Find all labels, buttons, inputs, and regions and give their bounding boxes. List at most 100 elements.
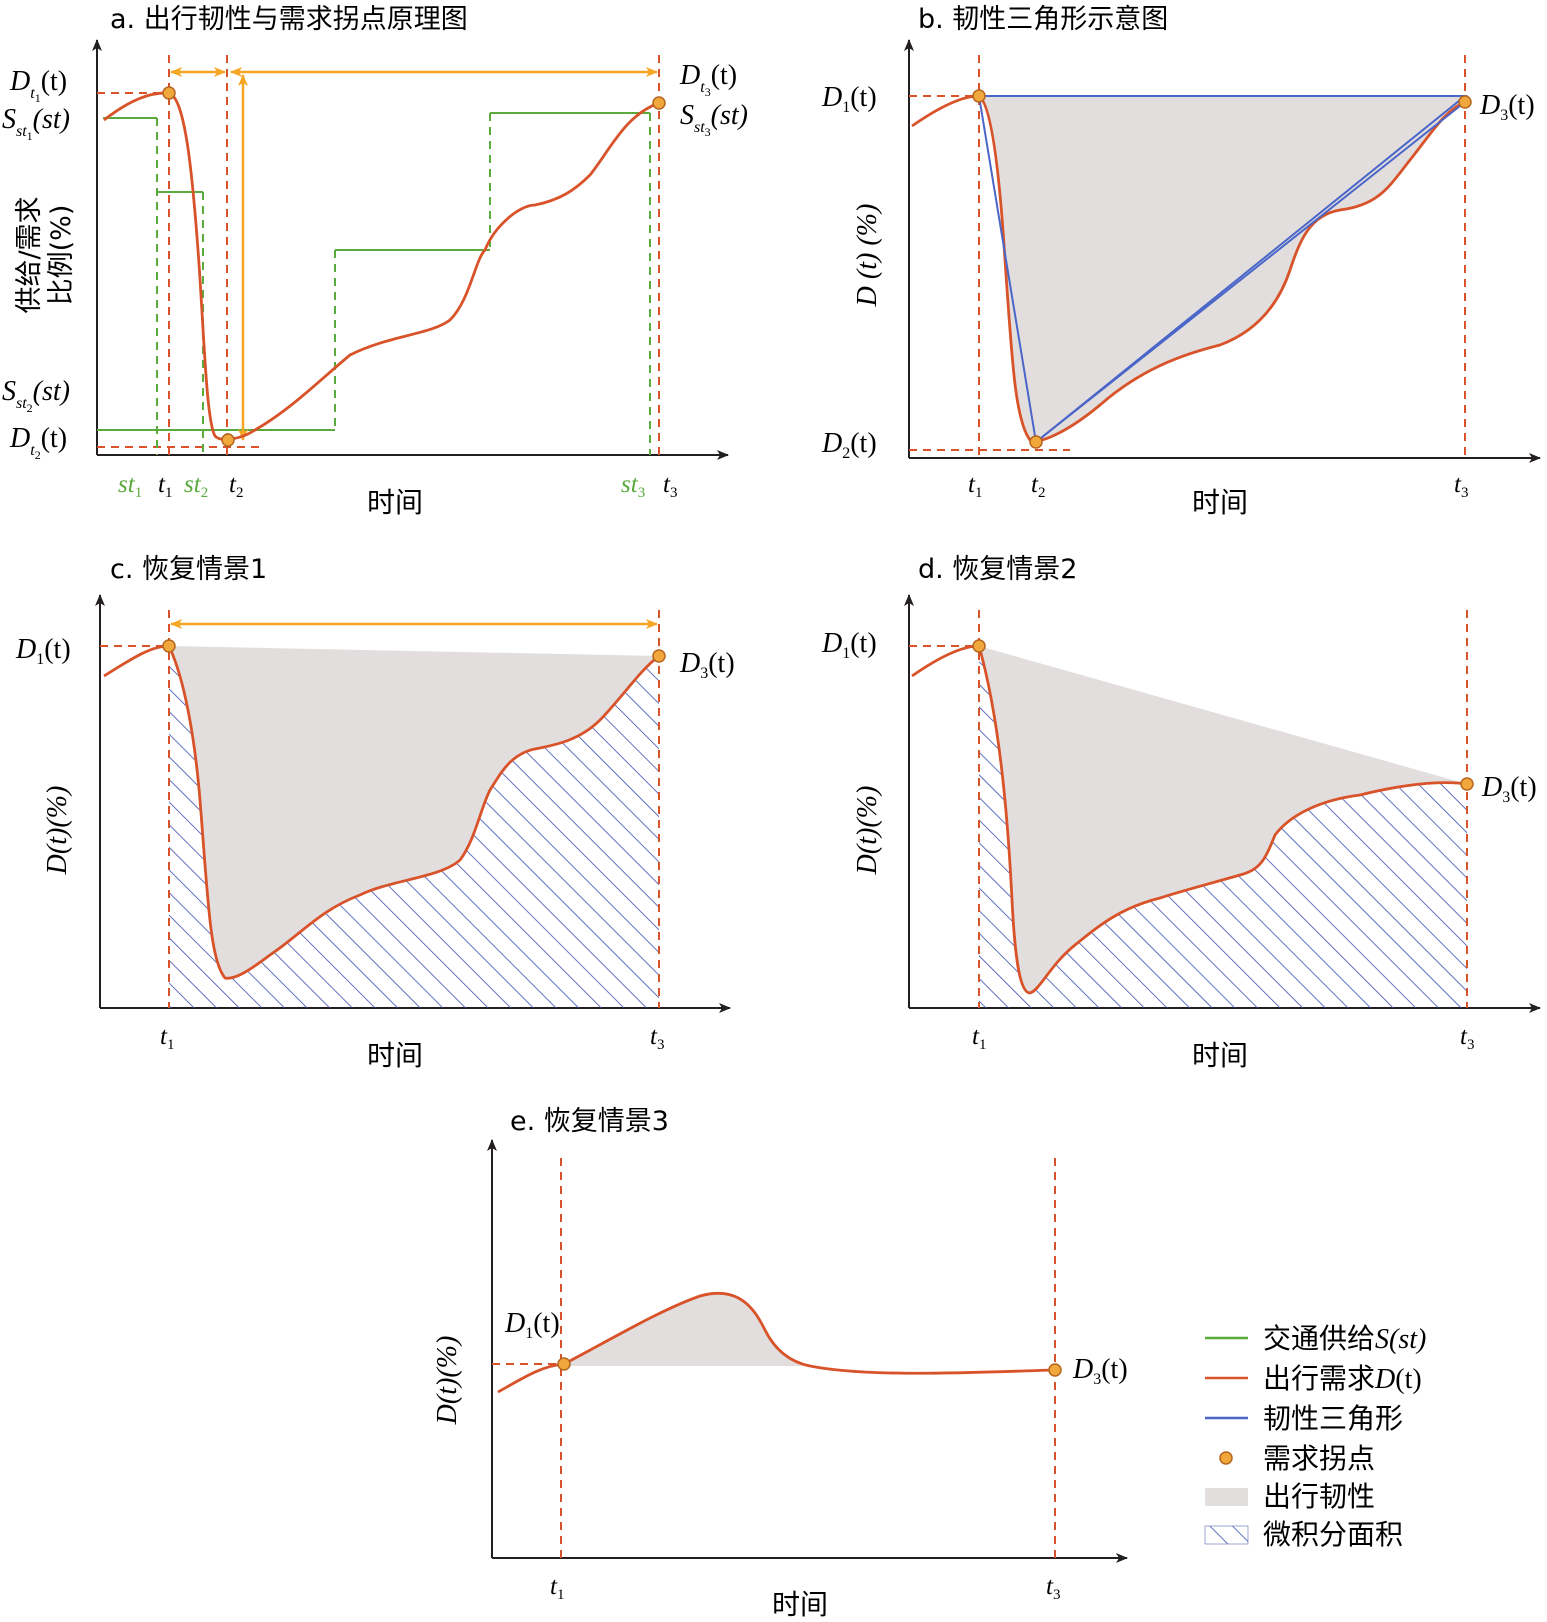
panel-b-inflection-points: [972, 89, 1472, 449]
panel-a-y-label: 供给/需求 比例(%): [14, 196, 77, 313]
panel-c-y-label: D(t)(%): [42, 786, 73, 876]
svg-text:t1: t1: [160, 1023, 174, 1053]
panel-a-inflection-points: [162, 86, 666, 447]
label-D2: D2(t): [821, 428, 877, 462]
panel-b-demand-curve: [911, 94, 1466, 443]
panel-d-title: d. 恢复情景2: [918, 554, 1077, 585]
panel-b-x-ticks: t1 t2 t3: [968, 471, 1468, 501]
label-D1: D1(t): [15, 634, 71, 668]
inflection-dot: [652, 649, 666, 663]
panel-d-y-label: D(t)(%): [852, 786, 883, 876]
svg-text:t1: t1: [550, 1573, 564, 1603]
label-D3: D3(t): [1072, 1354, 1128, 1388]
inflection-dot: [221, 433, 235, 447]
panel-b: b. 韧性三角形示意图 D1(t) D2(t) D3(t) D (t) (%) …: [821, 4, 1541, 519]
svg-text:供给/需求: 供给/需求: [14, 196, 45, 313]
svg-text:需求拐点: 需求拐点: [1263, 1442, 1375, 1475]
label-Sst2: Sst2(st): [2, 376, 70, 415]
panel-d-guides: [909, 610, 1468, 1008]
label-Sst1: Sst1(st): [2, 104, 70, 143]
panel-b-guides: [909, 55, 1466, 458]
label-D1: D1(t): [821, 82, 877, 116]
panel-b-resilience-triangle: [977, 95, 1468, 444]
label-D1: D1(t): [504, 1308, 560, 1342]
inflection-dot: [162, 86, 176, 100]
label-D3: D3(t): [679, 648, 735, 682]
panel-d-x-ticks: t1 t3: [972, 1023, 1474, 1053]
panel-b-triangle-right-edge: [1035, 101, 1466, 443]
panel-c-inflection-points: [162, 639, 666, 663]
label-Dt3: Dt3(t): [679, 60, 737, 99]
panel-d-inflection-points: [972, 639, 1474, 791]
label-D3: D3(t): [1481, 772, 1537, 806]
panel-c-demand-curve: [103, 644, 660, 980]
svg-text:t3: t3: [1046, 1573, 1060, 1603]
inflection-dot: [1029, 435, 1043, 449]
svg-text:st3: st3: [621, 471, 645, 501]
label-Dt2: Dt2(t): [9, 423, 67, 462]
panel-d-resilience-area: [979, 646, 1467, 993]
panel-a-title: a. 出行韧性与需求拐点原理图: [110, 4, 468, 35]
inflection-dot: [652, 96, 666, 110]
panel-c-title: c. 恢复情景1: [110, 554, 267, 585]
svg-text:出行需求D(t): 出行需求D(t): [1263, 1362, 1422, 1395]
legend-item-resilience: 出行韧性: [1205, 1480, 1375, 1513]
panel-a-supply-dashes: [156, 113, 651, 455]
svg-text:t3: t3: [1454, 471, 1468, 501]
panel-d-x-label: 时间: [1192, 1039, 1248, 1072]
panel-c-x-ticks: t1 t3: [160, 1023, 664, 1053]
panel-c-guides: [100, 610, 660, 1008]
svg-text:t1: t1: [158, 471, 172, 501]
legend-item-triangle: 韧性三角形: [1205, 1402, 1403, 1435]
svg-text:t1: t1: [972, 1023, 986, 1053]
panel-d-integral-area: [979, 646, 1467, 1008]
label-D3: D3(t): [1479, 90, 1535, 124]
panel-e-inflection-points: [557, 1357, 1062, 1377]
svg-text:t3: t3: [650, 1023, 664, 1053]
svg-text:st2: st2: [184, 471, 208, 501]
svg-text:t1: t1: [968, 471, 982, 501]
panel-e: e. 恢复情景3 D1(t) D3(t) D(t)(%) t1 t3 时间: [432, 1106, 1128, 1621]
svg-text:t2: t2: [1031, 471, 1045, 501]
panel-a-supply: [97, 112, 650, 431]
inflection-dot-icon: [1219, 1451, 1233, 1465]
panel-b-y-label: D (t) (%): [852, 204, 883, 308]
panel-a-orange-arrows: [170, 67, 658, 441]
panel-a-demand-curve: [103, 91, 660, 441]
legend-item-demand: 出行需求D(t): [1205, 1362, 1422, 1395]
label-Sst3: Sst3(st): [680, 100, 748, 139]
legend: 交通供给S(st) 出行需求D(t) 韧性三角形 需求拐点 出行韧性 微积分面积: [1204, 1322, 1426, 1551]
svg-text:出行韧性: 出行韧性: [1263, 1480, 1375, 1513]
panel-d: d. 恢复情景2 D1(t) D3(t) D(t)(%) t1 t3 时间: [821, 554, 1541, 1072]
svg-text:t2: t2: [229, 471, 243, 501]
panel-c-x-label: 时间: [367, 1039, 423, 1072]
svg-text:交通供给S(st): 交通供给S(st): [1263, 1322, 1426, 1355]
panel-c-integral-area: [169, 646, 659, 1008]
panel-c: c. 恢复情景1 D1(t) D3(t) D(t)(%) t1 t3 时间: [15, 554, 735, 1072]
inflection-dot: [557, 1357, 571, 1371]
svg-text:微积分面积: 微积分面积: [1263, 1518, 1403, 1551]
panel-e-resilience-area: [564, 1293, 810, 1366]
panel-b-x-label: 时间: [1192, 486, 1248, 519]
inflection-dot: [1048, 1363, 1062, 1377]
panel-e-demand-curve: [497, 1291, 1056, 1394]
panel-a: a. 出行韧性与需求拐点原理图: [2, 4, 748, 519]
legend-item-supply: 交通供给S(st): [1205, 1322, 1426, 1355]
panel-b-resilience-area: [979, 96, 1465, 441]
inflection-dot: [972, 89, 986, 103]
panel-b-title: b. 韧性三角形示意图: [918, 4, 1168, 35]
panel-d-demand-curve: [911, 644, 1468, 995]
panel-a-x-ticks: st1 t1 st2 t2 st3 t3: [118, 471, 677, 501]
label-D1: D1(t): [821, 628, 877, 662]
panel-a-x-label: 时间: [367, 486, 423, 519]
svg-text:st1: st1: [118, 471, 142, 501]
panel-e-x-label: 时间: [772, 1588, 828, 1621]
inflection-dot: [1458, 95, 1472, 109]
panel-e-x-ticks: t1 t3: [550, 1573, 1060, 1603]
svg-text:t3: t3: [663, 471, 677, 501]
panel-e-title: e. 恢复情景3: [510, 1106, 669, 1137]
legend-item-integral: 微积分面积: [1204, 1518, 1403, 1551]
panel-c-resilience-area: [169, 646, 659, 979]
inflection-dot: [162, 639, 176, 653]
